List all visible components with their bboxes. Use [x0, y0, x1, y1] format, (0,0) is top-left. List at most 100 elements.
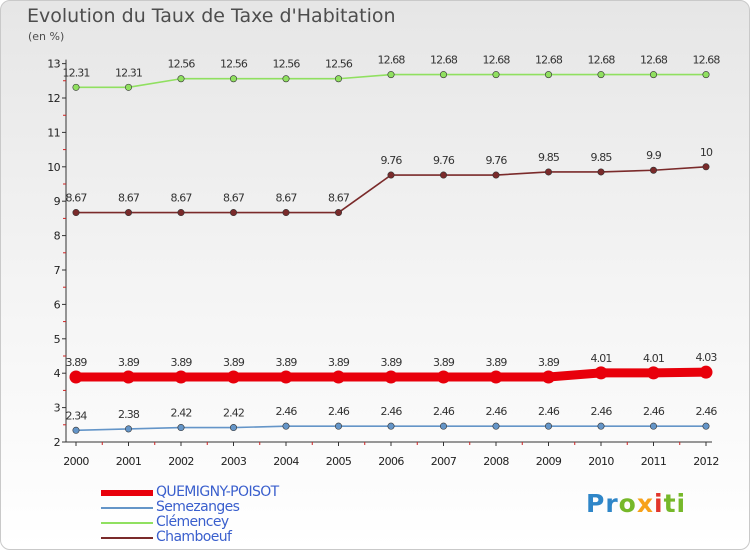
data-point-semezanges-2002: [177, 424, 185, 432]
data-label-semezanges-2001: 2.38: [118, 408, 140, 421]
data-label-quemigny-poisot-2005: 3.89: [328, 356, 350, 369]
x-tick-label-2008: 2008: [483, 455, 509, 468]
data-label-chamboeuf-2002: 8.67: [171, 192, 193, 205]
data-label-semezanges-2009: 2.46: [538, 405, 560, 418]
data-label-chamboeuf-2000: 8.67: [66, 192, 88, 205]
data-label-quemigny-poisot-2000: 3.89: [66, 356, 88, 369]
data-point-semezanges-2012: [702, 422, 710, 430]
data-point-clemencey-2005: [334, 75, 342, 83]
data-point-quemigny-poisot-2008: [489, 370, 503, 384]
data-label-chamboeuf-2012: 10: [700, 146, 713, 159]
data-point-clemencey-2009: [544, 71, 552, 79]
data-point-clemencey-2002: [177, 75, 185, 83]
data-point-quemigny-poisot-2002: [174, 370, 188, 384]
data-point-semezanges-2011: [649, 422, 657, 430]
data-point-semezanges-2005: [334, 422, 342, 430]
data-label-quemigny-poisot-2003: 3.89: [223, 356, 245, 369]
data-point-semezanges-2004: [282, 422, 290, 430]
data-point-quemigny-poisot-2009: [542, 370, 555, 384]
data-label-clemencey-2005: 12.56: [325, 58, 353, 71]
data-label-quemigny-poisot-2006: 3.89: [381, 356, 403, 369]
y-tick-label-7: 7: [54, 264, 61, 277]
y-tick-label-12: 12: [47, 92, 60, 105]
x-tick-label-2004: 2004: [273, 455, 299, 468]
data-label-semezanges-2006: 2.46: [381, 405, 403, 418]
data-point-chamboeuf-2001: [125, 209, 133, 217]
data-point-chamboeuf-2007: [439, 171, 447, 179]
data-label-semezanges-2005: 2.46: [328, 405, 350, 418]
data-label-clemencey-2009: 12.68: [535, 54, 563, 67]
data-point-chamboeuf-2003: [230, 209, 238, 217]
data-point-chamboeuf-2012: [702, 163, 710, 171]
data-label-semezanges-2002: 2.42: [171, 407, 192, 420]
data-point-quemigny-poisot-2004: [279, 370, 293, 384]
data-point-chamboeuf-2005: [334, 209, 342, 217]
y-tick-label-3: 3: [54, 402, 61, 415]
data-point-clemencey-2001: [125, 83, 133, 91]
data-label-clemencey-2002: 12.56: [168, 58, 196, 71]
x-tick-label-2000: 2000: [63, 455, 89, 468]
data-label-clemencey-2011: 12.68: [640, 54, 668, 67]
data-label-quemigny-poisot-2001: 3.89: [118, 356, 140, 369]
x-tick-label-2007: 2007: [431, 455, 457, 468]
data-label-quemigny-poisot-2007: 3.89: [433, 356, 455, 369]
data-label-quemigny-poisot-2010: 4.01: [591, 352, 612, 365]
data-point-quemigny-poisot-2003: [227, 370, 240, 384]
data-label-chamboeuf-2009: 9.85: [538, 151, 560, 164]
data-point-chamboeuf-2010: [597, 168, 605, 176]
x-tick-label-2010: 2010: [588, 455, 614, 468]
data-label-chamboeuf-2006: 9.76: [381, 154, 403, 167]
data-label-semezanges-2008: 2.46: [486, 405, 508, 418]
data-point-clemencey-2010: [597, 71, 605, 79]
data-label-semezanges-2000: 2.34: [66, 409, 88, 422]
legend-label-chamboeuf: Chamboeuf: [156, 529, 232, 545]
data-label-quemigny-poisot-2012: 4.03: [696, 351, 718, 364]
data-point-chamboeuf-2008: [492, 171, 500, 179]
data-point-chamboeuf-2011: [649, 166, 657, 174]
data-label-chamboeuf-2008: 9.76: [486, 154, 508, 167]
y-tick-label-9: 9: [54, 195, 61, 208]
data-point-quemigny-poisot-2012: [699, 365, 713, 379]
data-point-quemigny-poisot-2007: [437, 370, 450, 384]
proxiti-logo: Proxiti: [586, 489, 687, 518]
data-point-clemencey-2000: [72, 83, 80, 91]
data-point-quemigny-poisot-2000: [69, 370, 83, 384]
data-label-clemencey-2010: 12.68: [588, 54, 616, 67]
data-point-quemigny-poisot-2001: [122, 370, 135, 384]
legend-label-clemencey: Clémencey: [156, 514, 229, 530]
data-point-semezanges-2000: [72, 426, 80, 434]
data-point-clemencey-2006: [387, 71, 395, 79]
y-tick-label-8: 8: [54, 230, 61, 243]
legend-swatch-chamboeuf: [101, 537, 153, 539]
data-label-semezanges-2010: 2.46: [591, 405, 613, 418]
data-point-semezanges-2006: [387, 422, 395, 430]
data-label-quemigny-poisot-2008: 3.89: [486, 356, 508, 369]
x-tick-label-2009: 2009: [536, 455, 562, 468]
data-point-semezanges-2009: [544, 422, 552, 430]
data-label-chamboeuf-2011: 9.9: [646, 149, 662, 162]
x-tick-label-2003: 2003: [221, 455, 247, 468]
y-tick-label-2: 2: [54, 436, 60, 449]
data-point-clemencey-2003: [230, 75, 238, 83]
data-label-semezanges-2011: 2.46: [643, 405, 665, 418]
data-label-clemencey-2006: 12.68: [378, 54, 406, 67]
x-tick-label-2005: 2005: [326, 455, 352, 468]
data-label-chamboeuf-2001: 8.67: [118, 192, 140, 205]
data-point-chamboeuf-2000: [72, 209, 80, 217]
data-label-chamboeuf-2007: 9.76: [433, 154, 455, 167]
data-point-semezanges-2007: [439, 422, 447, 430]
chart-subtitle: (en %): [28, 30, 65, 43]
x-tick-label-2006: 2006: [378, 455, 404, 468]
data-point-clemencey-2012: [702, 71, 710, 79]
legend-swatch-semezanges: [101, 507, 153, 509]
legend-label-semezanges: Semezanges: [156, 499, 240, 515]
data-point-quemigny-poisot-2011: [647, 366, 660, 380]
y-tick-label-13: 13: [47, 58, 60, 71]
data-point-clemencey-2007: [439, 71, 447, 79]
data-label-chamboeuf-2010: 9.85: [591, 151, 613, 164]
data-point-chamboeuf-2004: [282, 209, 290, 217]
data-label-clemencey-2001: 12.31: [115, 66, 142, 79]
data-label-semezanges-2003: 2.42: [223, 407, 244, 420]
y-tick-label-4: 4: [54, 367, 61, 380]
